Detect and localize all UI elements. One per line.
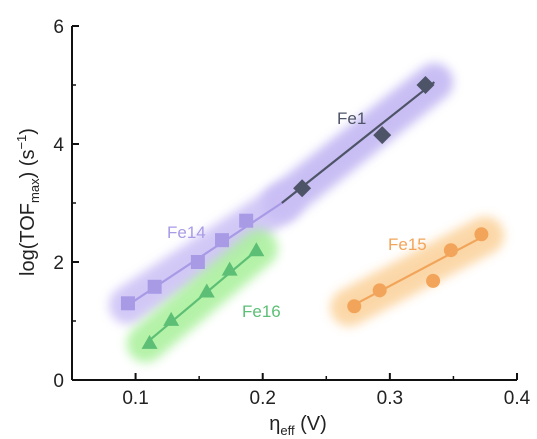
fe14-point — [147, 279, 162, 294]
fe1-point — [373, 126, 392, 145]
y-tick-label: 4 — [53, 135, 64, 156]
fe14-point — [215, 233, 230, 248]
fe15-fit-line — [348, 234, 486, 309]
x-axis-title-base: η — [269, 413, 280, 435]
y-tick-label: 6 — [53, 17, 64, 38]
fe15-point — [474, 227, 489, 242]
x-axis-title-sub: eff — [280, 423, 295, 438]
fe16-point — [248, 242, 265, 257]
y-axis-title-end: ) — [17, 128, 39, 135]
x-tick-label: 0.1 — [122, 388, 148, 409]
x-tick-label: 0.4 — [504, 388, 531, 409]
fe16-point — [141, 334, 158, 349]
y-axis-title-sup: −1 — [14, 135, 29, 150]
fe1-point — [293, 179, 312, 198]
fe16-point — [221, 261, 238, 276]
x-tick-label: 0.3 — [377, 388, 403, 409]
y-axis-title-pre: log(TOF — [17, 203, 39, 276]
fe1-point — [416, 76, 435, 94]
y-tick-label: 0 — [53, 371, 64, 392]
fe16-label: Fe16 — [242, 302, 281, 321]
glow-bands — [108, 63, 505, 363]
x-axis-title-unit: (V) — [295, 413, 327, 435]
axes: 0 2 4 6 0.1 0.2 0.3 0.4 — [53, 17, 530, 409]
axis-titles: ηeff (V) log(TOFmax) (s−1) — [14, 128, 327, 438]
y-axis-title: log(TOFmax) (s−1) — [14, 128, 42, 276]
fe15-point — [372, 283, 387, 298]
fe14-point — [239, 213, 254, 228]
fe16-point — [198, 283, 215, 298]
fe15-label: Fe15 — [388, 235, 427, 254]
fe15-point — [426, 273, 441, 288]
data-markers — [120, 76, 489, 349]
fe14-label: Fe14 — [167, 223, 206, 242]
x-tick-label: 0.2 — [250, 388, 276, 409]
series-labels: Fe1 Fe14 Fe16 Fe15 — [167, 109, 427, 321]
fe1-label: Fe1 — [337, 109, 366, 128]
fe15-point — [443, 243, 458, 258]
fe14-point — [190, 255, 205, 269]
x-axis-title: ηeff (V) — [269, 413, 327, 438]
fe16-point — [163, 311, 180, 326]
fe15-point — [347, 299, 362, 314]
fe1-fit-line — [281, 81, 436, 204]
y-tick-label: 2 — [53, 253, 64, 274]
y-axis-title-post: ) (s — [17, 150, 39, 179]
y-axis-title-sub: max — [27, 178, 42, 203]
fe14-point — [120, 296, 135, 311]
